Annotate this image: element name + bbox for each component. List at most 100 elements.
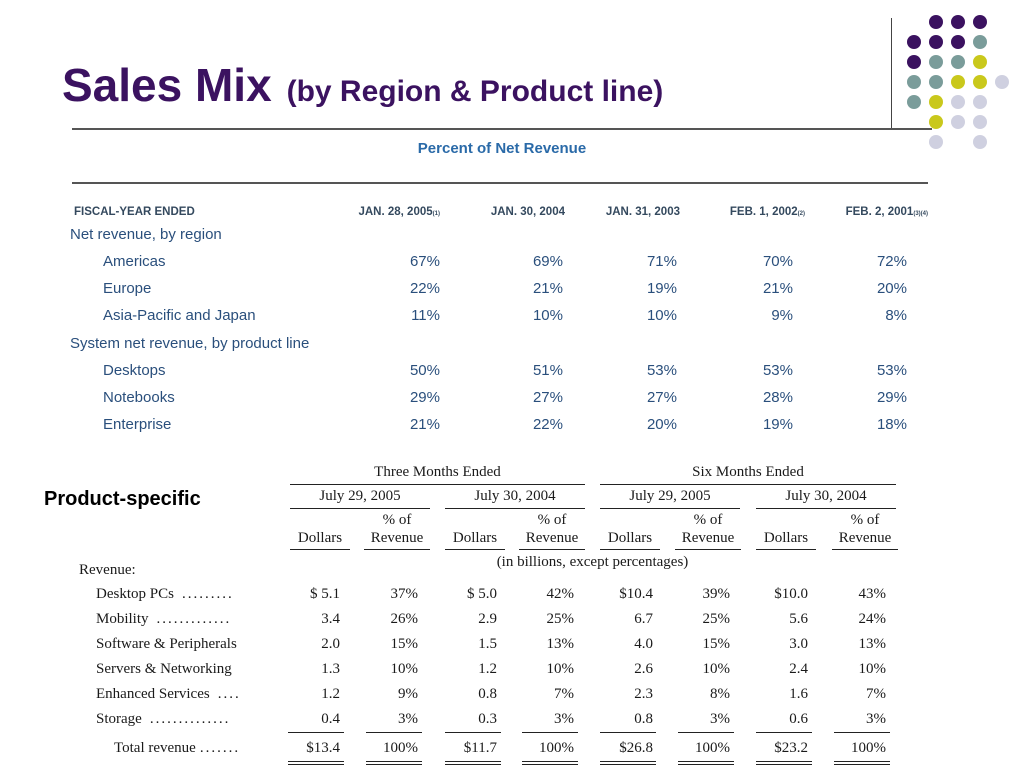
column-date: JAN. 30, 2004 bbox=[490, 206, 565, 218]
leader-dots: .............. bbox=[149, 711, 231, 727]
cell-value: 100% bbox=[851, 740, 886, 756]
table-row: Notebooks 29% 27% 27% 28% 29% bbox=[0, 389, 1024, 416]
cell-value: 42% bbox=[546, 586, 575, 602]
group-title: Net revenue, by region bbox=[70, 226, 222, 243]
total-double-rule bbox=[522, 764, 578, 765]
decorative-dot bbox=[907, 95, 921, 109]
decorative-dot bbox=[973, 135, 987, 149]
header-rule bbox=[519, 549, 585, 550]
cell-value: 39% bbox=[702, 586, 731, 602]
decorative-dot bbox=[907, 35, 921, 49]
header-rule bbox=[756, 508, 896, 509]
cell-value: 27% bbox=[646, 389, 677, 406]
dollars-column-header: Dollars bbox=[452, 530, 498, 546]
title-main: Sales Mix bbox=[62, 59, 272, 111]
row-label-text: Mobility bbox=[96, 611, 149, 627]
decorative-dot-grid bbox=[907, 15, 1009, 149]
column-header-date: FEB. 2, 2001(3)(4) bbox=[778, 206, 928, 218]
row-label: Mobility............. bbox=[96, 611, 231, 628]
period-group-header: Six Months Ended bbox=[692, 464, 804, 480]
dollars-column-header: Dollars bbox=[763, 530, 809, 546]
row-label-text: Servers & Networking bbox=[96, 661, 232, 677]
leader-dots: ............. bbox=[156, 611, 232, 627]
cell-value: $10.4 bbox=[619, 586, 653, 602]
total-double-rule bbox=[600, 764, 656, 765]
decorative-dot bbox=[929, 135, 943, 149]
cell-value: $ 5.1 bbox=[310, 586, 340, 602]
decorative-dot bbox=[951, 95, 965, 109]
slide-title: Sales Mix (by Region & Product line) bbox=[62, 62, 663, 108]
decorative-dot bbox=[951, 115, 965, 129]
cell-value: 13% bbox=[858, 636, 887, 652]
header-rule bbox=[675, 549, 741, 550]
cell-value: 100% bbox=[539, 740, 574, 756]
cell-value: 2.9 bbox=[478, 611, 497, 627]
cell-value: 1.6 bbox=[789, 686, 808, 702]
cell-value: 20% bbox=[646, 416, 677, 433]
table-row: Asia-Pacific and Japan 11% 10% 10% 9% 8% bbox=[0, 307, 1024, 334]
cell-value: 50% bbox=[409, 362, 440, 379]
sum-rule bbox=[678, 732, 734, 733]
sum-rule bbox=[600, 732, 656, 733]
decorative-dot bbox=[929, 75, 943, 89]
column-date: FEB. 2, 2001 bbox=[845, 206, 914, 218]
total-double-rule bbox=[834, 764, 890, 765]
header-rule bbox=[290, 508, 430, 509]
percent-column-header-line1: % of bbox=[850, 512, 880, 528]
decorative-dot bbox=[973, 35, 987, 49]
total-double-rule bbox=[600, 761, 656, 762]
cell-value: $13.4 bbox=[306, 740, 340, 756]
sum-rule bbox=[834, 732, 890, 733]
cell-value: 15% bbox=[702, 636, 731, 652]
column-header-date: JAN. 31, 2003 bbox=[530, 206, 680, 218]
leader-dots: ....... bbox=[199, 740, 241, 756]
total-double-rule bbox=[522, 761, 578, 762]
cell-value: 10% bbox=[546, 661, 575, 677]
percent-column-header-line2: Revenue bbox=[838, 530, 892, 546]
decorative-divider bbox=[891, 18, 892, 128]
cell-value: $ 5.0 bbox=[467, 586, 497, 602]
header-rule bbox=[445, 549, 505, 550]
table-row: Mobility............. 3.4 26% 2.9 25% 6.7 25% 5… bbox=[0, 611, 1024, 636]
percent-column-header-line1: % of bbox=[693, 512, 723, 528]
cell-value: 20% bbox=[876, 280, 907, 297]
percent-column-header-line1: % of bbox=[382, 512, 412, 528]
cell-value: 0.6 bbox=[789, 711, 808, 727]
section-label: Revenue: bbox=[79, 562, 136, 578]
cell-value: 0.8 bbox=[478, 686, 497, 702]
decorative-dot bbox=[951, 15, 965, 29]
column-date: JAN. 28, 2005 bbox=[358, 206, 433, 218]
cell-value: 27% bbox=[532, 389, 563, 406]
header-rule bbox=[600, 484, 896, 485]
total-double-rule bbox=[834, 761, 890, 762]
cell-value: 10% bbox=[858, 661, 887, 677]
decorative-dot bbox=[973, 55, 987, 69]
header-rule bbox=[445, 508, 585, 509]
cell-value: 2.3 bbox=[634, 686, 653, 702]
cell-value: 3% bbox=[866, 711, 886, 727]
table-row: Europe 22% 21% 19% 21% 20% bbox=[0, 280, 1024, 307]
cell-value: 9% bbox=[398, 686, 418, 702]
cell-value: 51% bbox=[532, 362, 563, 379]
total-double-rule bbox=[366, 761, 422, 762]
cell-value: 10% bbox=[390, 661, 419, 677]
cell-value: 11% bbox=[411, 307, 440, 324]
cell-value: 26% bbox=[390, 611, 419, 627]
column-header-date: FEB. 1, 2002(2) bbox=[655, 206, 805, 218]
cell-value: 3% bbox=[398, 711, 418, 727]
cell-value: 10% bbox=[532, 307, 563, 324]
cell-value: $26.8 bbox=[619, 740, 653, 756]
footnote-marker: (2) bbox=[797, 211, 805, 217]
dollars-column-header: Dollars bbox=[297, 530, 343, 546]
cell-value: 1.5 bbox=[478, 636, 497, 652]
cell-value: 15% bbox=[390, 636, 419, 652]
title-underline bbox=[72, 128, 932, 130]
row-label-text: Total revenue bbox=[114, 740, 196, 756]
total-double-rule bbox=[288, 764, 344, 765]
cell-value: 1.2 bbox=[321, 686, 340, 702]
cell-value: 9% bbox=[771, 307, 793, 324]
percent-column-header-line2: Revenue bbox=[525, 530, 579, 546]
sum-rule bbox=[522, 732, 578, 733]
cell-value: 7% bbox=[866, 686, 886, 702]
decorative-dot bbox=[973, 75, 987, 89]
